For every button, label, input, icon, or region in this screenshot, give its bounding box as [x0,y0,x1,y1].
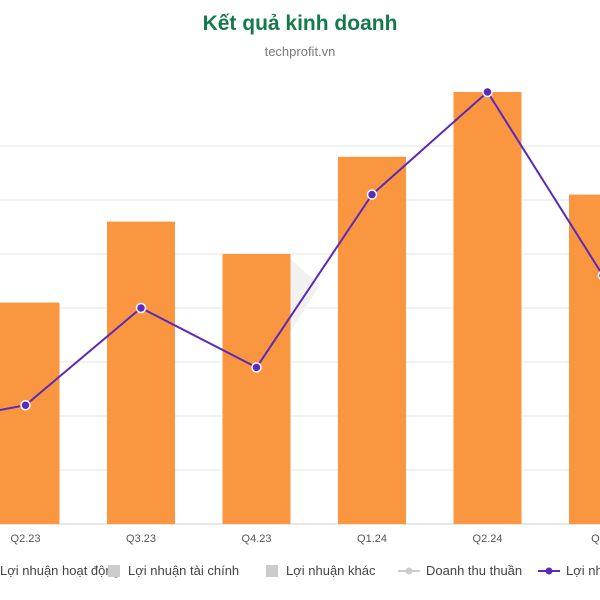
legend-label: Lợi nhuận hoạt động [0,563,120,578]
bar-Q4.23 [222,254,291,524]
legend-label: Lợi nhuận khác [286,563,376,578]
bar-Q3.23 [107,221,175,524]
legend-item[interactable]: Lợi nhuận tài chính [108,563,239,578]
x-tick-label: Q2.24 [473,533,503,545]
legend-label: Lợi nhuận sau thuế [566,563,600,578]
x-tick-label: Q2.23 [11,533,41,545]
legend-item[interactable]: Lợi nhuận hoạt động [0,563,120,578]
profit-point-Q1.24 [366,189,378,200]
chart-subtitle: techprofit.vn [264,44,336,59]
legend-label: Doanh thu thuần [426,563,523,578]
bar-Q1.24 [338,156,406,525]
bar-Q3.24 [569,194,600,524]
legend-line-swatch [398,567,420,574]
legend-swatch [266,564,278,577]
profit-point-Q4.23 [251,362,262,373]
bar-Q2.24 [453,92,522,524]
x-tick-label: Q3.2 [591,533,600,545]
legend-item[interactable]: Lợi nhuận sau thuế [538,563,600,578]
profit-point-Q2.24 [482,86,493,98]
x-tick-label: Q3.23 [126,533,156,545]
bar-Q2.23 [0,302,60,524]
x-tick-label: Q4.23 [242,533,272,545]
legend-label: Lợi nhuận tài chính [128,563,240,578]
legend-item[interactable]: Lợi nhuận khác [266,563,375,578]
chart-legend: Lợi nhuận hoạt động Lợi nhuận tài chính Lợ… [0,563,600,583]
chart-title: Kết quả kinh doanh [202,12,398,35]
x-tick-label: Q1.24 [357,533,387,545]
legend-swatch [108,564,120,577]
legend-item[interactable]: Doanh thu thuần [398,563,522,578]
profit-point-Q2.23 [20,399,31,411]
profit-point-Q3.23 [135,302,147,314]
legend-line-swatch [538,567,560,574]
